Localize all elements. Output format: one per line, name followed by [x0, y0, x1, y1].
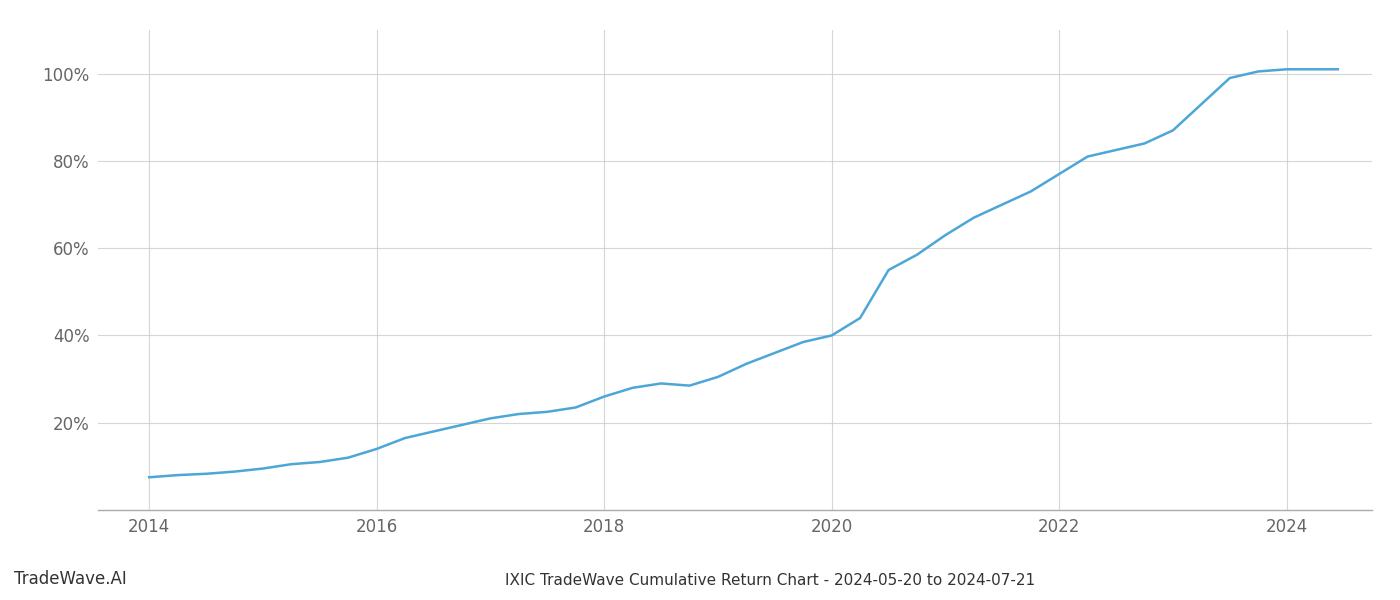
Text: TradeWave.AI: TradeWave.AI	[14, 570, 127, 588]
Text: IXIC TradeWave Cumulative Return Chart - 2024-05-20 to 2024-07-21: IXIC TradeWave Cumulative Return Chart -…	[505, 573, 1035, 588]
